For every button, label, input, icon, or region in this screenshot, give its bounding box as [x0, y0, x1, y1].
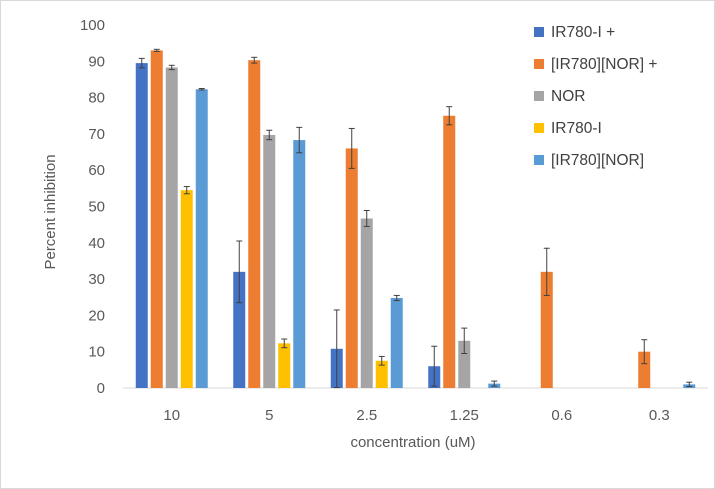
legend: IR780-I + [IR780][NOR] + NOR IR780-I [IR780]… [534, 24, 657, 169]
y-tick-label: 80 [88, 90, 105, 107]
error-bar [236, 240, 243, 304]
y-tick-label: 60 [88, 162, 105, 179]
legend-label: [IR780][NOR] [551, 152, 644, 169]
bar [458, 340, 471, 388]
bar [195, 89, 208, 388]
error-bar [641, 339, 648, 365]
bar [540, 271, 553, 388]
bar [443, 115, 456, 388]
error-bar [378, 355, 385, 366]
legend-swatch [534, 59, 544, 69]
x-tick-label: 5 [265, 407, 273, 424]
bar [233, 271, 246, 388]
bar [345, 148, 358, 388]
error-bar [333, 309, 340, 389]
error-bar [251, 56, 258, 64]
y-tick-label: 100 [80, 17, 105, 34]
legend-item: IR780-I [534, 120, 602, 137]
bar [248, 60, 261, 388]
legend-item: [IR780][NOR] + [534, 56, 657, 73]
legend-item: IR780-I + [534, 24, 615, 41]
legend-swatch [534, 27, 544, 37]
error-bar [266, 129, 273, 141]
bar [263, 134, 276, 388]
y-tick-label: 20 [88, 307, 105, 324]
legend-item: [IR780][NOR] [534, 152, 644, 169]
error-bar [168, 64, 175, 71]
error-bar [348, 127, 355, 169]
bar [165, 67, 178, 388]
error-bar [363, 209, 370, 227]
x-tick-label: 10 [163, 407, 180, 424]
x-tick-label: 2.5 [356, 407, 377, 424]
bar [375, 360, 388, 388]
x-tick-label: 0.6 [551, 407, 572, 424]
bar [293, 140, 306, 388]
y-tick-label: 50 [88, 199, 105, 216]
error-bar [281, 338, 288, 349]
bar [135, 63, 148, 389]
error-bar [296, 126, 303, 154]
error-bar [461, 327, 468, 355]
y-axis-ticks: 0 10 20 30 40 50 60 70 80 90 100 [80, 17, 105, 397]
legend-label: [IR780][NOR] + [551, 56, 657, 73]
legend-item: NOR [534, 88, 585, 105]
y-tick-label: 0 [97, 380, 105, 397]
x-axis-ticks: 10 5 2.5 1.25 0.6 0.3 [163, 407, 669, 424]
error-bar [393, 294, 400, 302]
legend-label: NOR [551, 88, 585, 105]
bar [278, 343, 291, 388]
legend-swatch [534, 123, 544, 133]
bar [360, 218, 373, 388]
y-axis-title: Percent inhibition [42, 154, 59, 269]
error-bar [183, 186, 190, 195]
error-bar [138, 57, 145, 69]
y-tick-label: 10 [88, 344, 105, 361]
x-tick-label: 0.3 [649, 407, 670, 424]
error-bar [431, 345, 438, 387]
x-axis-title: concentration (uM) [350, 434, 475, 451]
legend-swatch [534, 155, 544, 165]
error-bars-group [138, 48, 693, 389]
legend-label: IR780-I [551, 120, 602, 137]
error-bar [446, 106, 453, 126]
error-bar [543, 247, 550, 296]
error-bar [198, 88, 205, 91]
error-bar [491, 380, 498, 387]
legend-label: IR780-I + [551, 24, 615, 41]
bar [180, 190, 193, 388]
error-bar [686, 381, 693, 388]
bars-group [135, 50, 696, 389]
y-tick-label: 90 [88, 53, 105, 70]
y-tick-label: 40 [88, 235, 105, 252]
y-tick-label: 30 [88, 271, 105, 288]
legend-swatch [534, 91, 544, 101]
y-tick-label: 70 [88, 126, 105, 143]
x-tick-label: 1.25 [450, 407, 479, 424]
error-bar [153, 48, 160, 52]
bar [390, 297, 403, 388]
bar [638, 351, 651, 388]
bar [150, 50, 163, 388]
